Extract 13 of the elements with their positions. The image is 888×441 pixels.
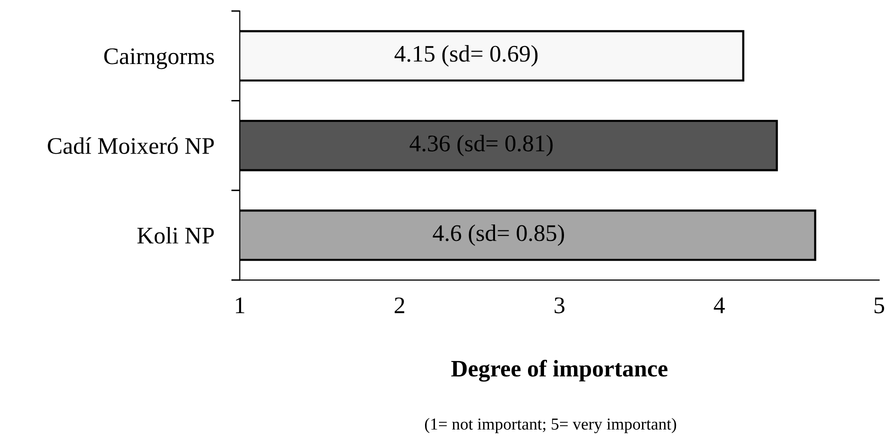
y-tick-label: Cadí Moixeró NP — [48, 137, 214, 154]
y-tick-label: Cairngorms — [104, 48, 214, 70]
x-tick-label: 3 — [554, 297, 564, 314]
text: (1= not important; 5= very important) — [425, 418, 676, 434]
x-tick-label: 2 — [394, 297, 404, 314]
data-label: 4.15 (sd= 0.69) — [394, 45, 538, 67]
data-label: 4.36 (sd= 0.81) — [410, 134, 553, 156]
data-label: 4.6 (sd= 0.85) — [432, 224, 564, 246]
x-axis-title: Degree of importance — [451, 360, 668, 382]
x-tick-label: 4 — [714, 298, 725, 314]
y-tick-label: Koli NP — [137, 227, 214, 244]
x-tick-label: 5 — [874, 298, 884, 314]
x-tick-label: 1 — [236, 298, 244, 314]
